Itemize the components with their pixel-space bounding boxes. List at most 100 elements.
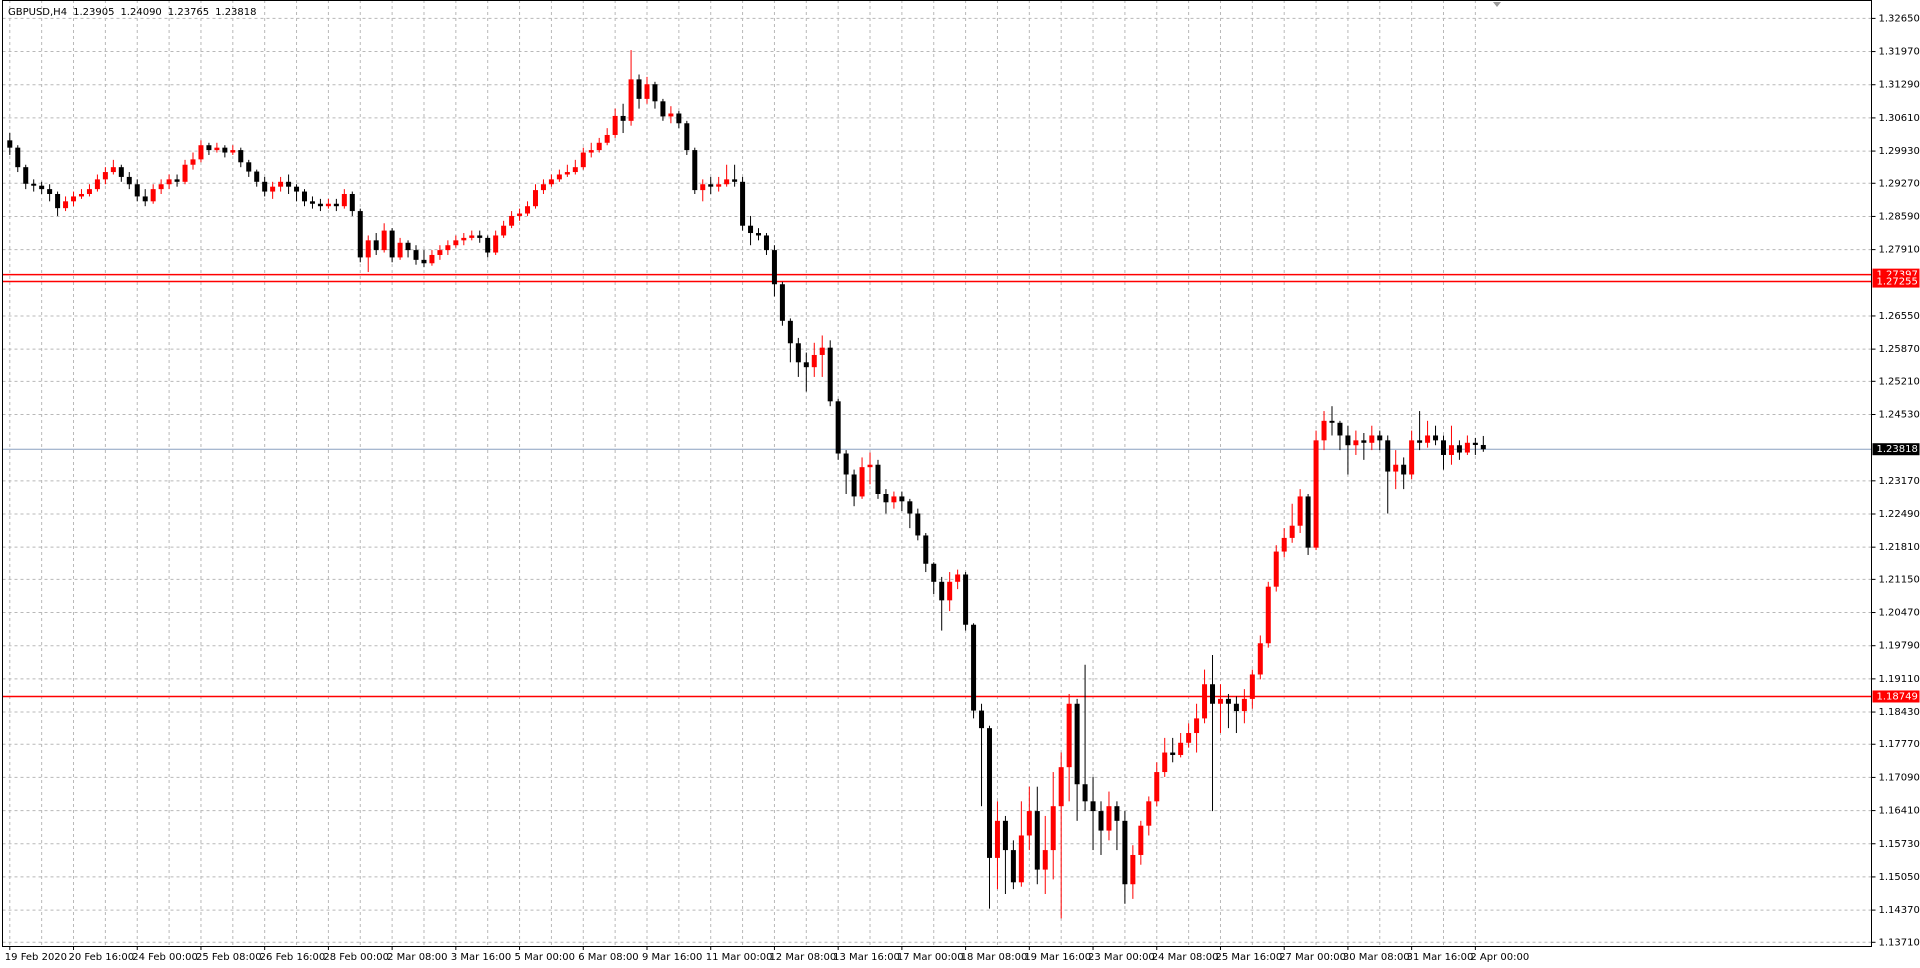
candle-body <box>158 184 164 190</box>
x-tick-label: 30 Mar 08:00 <box>1343 952 1410 963</box>
candle-body <box>1417 440 1423 443</box>
candle-body <box>1217 698 1223 704</box>
candle-body <box>1337 422 1343 436</box>
candle-body <box>644 84 650 99</box>
candle-body <box>572 167 578 173</box>
candle-body <box>389 230 395 258</box>
candle-body <box>1480 444 1486 450</box>
candle-body <box>102 172 108 180</box>
candle-body <box>1305 496 1311 548</box>
x-tick-label: 6 Mar 08:00 <box>578 952 638 963</box>
candle-body <box>1289 525 1295 538</box>
candle-body <box>1257 643 1263 675</box>
candle-body <box>1409 440 1415 475</box>
candles <box>7 50 1486 919</box>
candle-body <box>1042 850 1048 870</box>
candle-body <box>1170 752 1176 755</box>
candle-body <box>341 194 347 207</box>
candle-body <box>1393 464 1399 472</box>
candle-body <box>1074 703 1080 785</box>
candle-body <box>1273 551 1279 587</box>
candle-body <box>317 203 323 207</box>
candle-body <box>206 145 212 151</box>
candle-body <box>110 167 116 173</box>
candle-body <box>1026 811 1032 836</box>
candle-body <box>190 159 196 165</box>
candle-body <box>1281 537 1287 552</box>
candle-body <box>771 250 777 285</box>
candle-body <box>182 164 188 182</box>
candle-body <box>692 150 698 191</box>
candle-body <box>596 142 602 151</box>
candle-body <box>708 184 714 187</box>
y-tick-label: 1.17090 <box>1879 772 1920 783</box>
x-tick-label: 24 Mar 08:00 <box>1152 952 1219 963</box>
y-tick-label: 1.29930 <box>1879 146 1920 157</box>
candle-body <box>986 728 992 858</box>
candle-body <box>939 581 945 601</box>
candle-body <box>955 574 961 582</box>
candle-body <box>795 343 801 363</box>
candle-body <box>142 196 148 202</box>
x-tick-label: 2 Apr 00:00 <box>1470 952 1529 963</box>
candle-body <box>636 79 642 99</box>
candle-body <box>525 206 531 214</box>
x-tick-label: 12 Mar 08:00 <box>769 952 836 963</box>
candle-body <box>612 115 618 135</box>
x-tick-label: 27 Mar 00:00 <box>1279 952 1346 963</box>
candle-body <box>198 145 204 160</box>
y-tick-label: 1.28590 <box>1879 211 1920 222</box>
candle-body <box>1385 440 1391 472</box>
price-label-box <box>1872 443 1920 456</box>
x-tick-label: 31 Mar 16:00 <box>1407 952 1474 963</box>
candle-body <box>947 581 953 601</box>
x-tick-label: 23 Mar 00:00 <box>1088 952 1155 963</box>
candle-body <box>1210 684 1216 704</box>
candle-body <box>23 167 29 184</box>
candle-body <box>78 194 84 197</box>
candle-body <box>437 250 443 255</box>
y-tick-label: 1.24530 <box>1879 409 1920 420</box>
candle-body <box>1321 420 1327 441</box>
candle-body <box>405 242 411 251</box>
y-tick-label: 1.15050 <box>1879 872 1920 883</box>
candle-body <box>827 347 833 402</box>
candle-body <box>843 453 849 475</box>
candle-body <box>819 347 825 355</box>
candle-body <box>564 172 570 175</box>
candle-body <box>1002 820 1008 851</box>
candle-body <box>1050 806 1056 851</box>
candle-body <box>716 184 722 187</box>
candle-body <box>1122 820 1128 885</box>
candle-body <box>302 191 308 202</box>
y-tick-label: 1.23170 <box>1879 476 1920 487</box>
candle-body <box>588 150 594 153</box>
hline-label: 1.27255 <box>1877 277 1918 288</box>
y-tick-label: 1.18430 <box>1879 707 1920 718</box>
candle-body <box>421 259 427 264</box>
candle-body <box>1353 440 1359 446</box>
candle-body <box>118 167 124 177</box>
candle-body <box>309 201 315 204</box>
candle-body <box>1401 464 1407 475</box>
x-tick-label: 25 Mar 16:00 <box>1215 952 1282 963</box>
candle-body <box>71 196 77 202</box>
candle-body <box>517 213 523 216</box>
candle-body <box>1090 801 1096 812</box>
candle-body <box>445 245 451 251</box>
x-tick-label: 13 Mar 16:00 <box>833 952 900 963</box>
x-tick-label: 25 Feb 08:00 <box>196 952 262 963</box>
candle-body <box>413 250 419 260</box>
candle-body <box>325 203 331 207</box>
candle-body <box>994 820 1000 858</box>
candle-body <box>668 113 674 117</box>
candle-body <box>1472 442 1478 445</box>
candle-body <box>381 230 387 251</box>
candle-body <box>620 115 626 121</box>
y-tick-label: 1.21810 <box>1879 542 1920 553</box>
candle-body <box>740 181 746 226</box>
candle-body <box>63 201 69 209</box>
y-tick-label: 1.31970 <box>1879 47 1920 58</box>
y-tick-label: 1.15730 <box>1879 839 1920 850</box>
x-tick-label: 17 Mar 00:00 <box>897 952 964 963</box>
